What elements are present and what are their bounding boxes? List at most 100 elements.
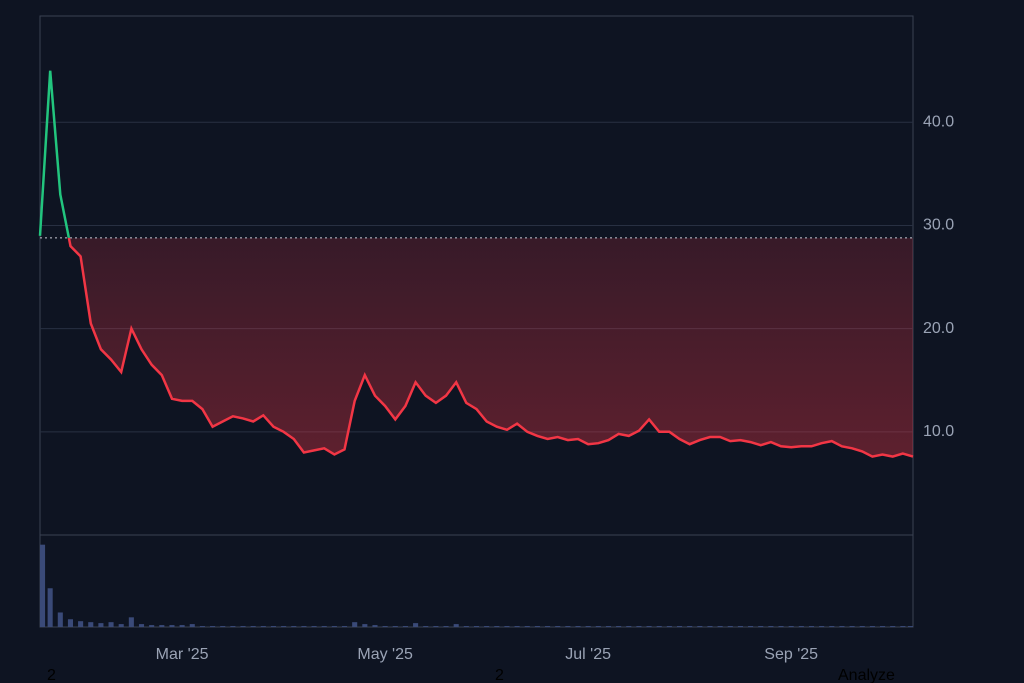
volume-bar (666, 626, 672, 627)
volume-bar (555, 626, 561, 627)
volume-bar (108, 622, 114, 627)
volume-bar (829, 626, 835, 627)
volume-bar (788, 626, 794, 627)
volume-bar (869, 626, 875, 627)
y-tick-label: 10.0 (923, 423, 954, 440)
volume-bar (331, 626, 337, 627)
volume-bar (585, 626, 591, 627)
volume-bar (656, 626, 662, 627)
volume-bar (179, 625, 185, 627)
volume-bar (626, 626, 632, 627)
volume-bar (636, 626, 642, 627)
volume-bar (484, 626, 490, 627)
volume-bar (453, 624, 459, 627)
volume-bar (616, 626, 622, 627)
volume-bar (250, 626, 256, 627)
volume-bar (159, 625, 165, 627)
area-fill (40, 237, 913, 457)
volume-bar (808, 626, 815, 627)
volume-bar (737, 626, 743, 627)
volume-bar (900, 626, 906, 627)
volume-bar (311, 626, 317, 627)
volume-bar (646, 626, 652, 627)
volume-bar (88, 622, 94, 627)
volume-bar (595, 626, 601, 627)
volume-bar (687, 626, 693, 627)
volume-bar (524, 626, 530, 627)
volume-bar (575, 626, 581, 627)
y-tick-label: 20.0 (923, 320, 954, 337)
volume-bar (301, 626, 307, 627)
volume-bar (707, 626, 713, 627)
volume-bar (270, 626, 277, 627)
y-tick-label: 30.0 (923, 217, 954, 234)
volume-bar (47, 588, 53, 627)
volume-bar (40, 544, 46, 627)
volume-bar (352, 622, 358, 627)
volume-bar (98, 623, 104, 627)
x-tick-label: Mar '25 (156, 646, 209, 663)
footer-text: 2 (47, 667, 56, 683)
volume-bar (890, 626, 896, 627)
volume-bar (605, 626, 612, 627)
volume-bar (859, 626, 865, 627)
volume-bar (118, 624, 124, 627)
volume-bar (565, 626, 571, 627)
volume-bar (78, 621, 84, 627)
volume-bar (717, 626, 723, 627)
volume-bar (778, 626, 784, 627)
volume-bar (321, 626, 327, 627)
volume-bar (697, 626, 703, 627)
volume-bar (128, 617, 134, 627)
y-tick-label: 40.0 (923, 113, 954, 130)
volume-bar (676, 626, 683, 627)
volume-bar (138, 624, 145, 627)
footer-text[interactable]: Analyze (838, 667, 895, 683)
volume-bar (240, 626, 246, 627)
volume-bar (220, 626, 226, 627)
volume-bar (494, 626, 500, 627)
volume-bar (907, 626, 913, 627)
volume-bar (402, 626, 408, 627)
volume-bar (291, 626, 297, 627)
volume-bar (230, 626, 236, 627)
volume-bar (473, 626, 480, 627)
volume-bar (880, 626, 886, 627)
volume-bar (545, 626, 551, 627)
volume-bar (849, 626, 855, 627)
volume-bar (413, 623, 419, 627)
price-line-down (67, 237, 914, 458)
volume-bar (57, 612, 63, 627)
volume-bar (443, 626, 449, 627)
volume-bar (382, 626, 388, 627)
x-tick-label: Sep '25 (764, 646, 818, 663)
volume-bar (504, 626, 510, 627)
volume-bar (727, 626, 733, 627)
volume-bar (149, 625, 155, 627)
volume-bar (260, 626, 266, 627)
volume-bar (392, 626, 398, 627)
volume-bar (433, 626, 439, 627)
volume-bar (362, 624, 368, 627)
volume-bar (199, 626, 205, 627)
volume-bar (798, 626, 804, 627)
volume-bar (189, 624, 195, 627)
volume-bar (514, 626, 520, 627)
volume-bar (372, 625, 378, 627)
volume-bar (341, 626, 348, 627)
volume-bar (423, 626, 429, 627)
volume-bar (819, 626, 825, 627)
volume-bar (463, 626, 469, 627)
volume-bar (534, 626, 540, 627)
volume-bar (210, 626, 216, 627)
volume-bar (169, 625, 175, 627)
volume-bar (67, 619, 73, 627)
volume-bar (748, 626, 754, 627)
volume-bar (758, 626, 764, 627)
footer-text: 2 (495, 667, 504, 683)
volume-bar (768, 626, 774, 627)
x-tick-label: May '25 (357, 646, 413, 663)
volume-bar (839, 626, 845, 627)
x-tick-label: Jul '25 (565, 646, 611, 663)
volume-bar (281, 626, 287, 627)
